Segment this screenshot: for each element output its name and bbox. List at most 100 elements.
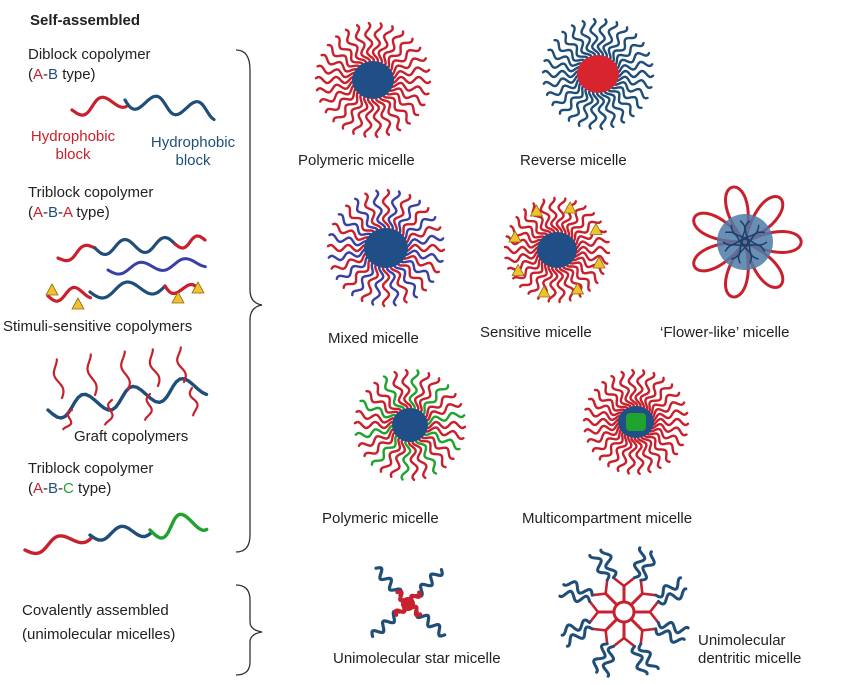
micelle-core: [577, 55, 619, 93]
micelle-chain: [567, 220, 602, 244]
micelle-chain: [504, 249, 545, 264]
micelle-chain: [385, 57, 427, 77]
triblock-a2: [173, 234, 207, 250]
micelle-chain: [640, 376, 665, 413]
micelle-chain: [601, 381, 630, 415]
covalent-label: Covalently assembled: [22, 602, 169, 619]
stimuli-b: [88, 280, 167, 300]
sensitive-micelle-caption: Sensitive micelle: [480, 324, 592, 341]
micelle-chain: [606, 33, 638, 65]
star-core: [401, 597, 415, 611]
micelle-chain: [547, 262, 559, 303]
star-arm: [415, 610, 447, 638]
micelle-chain: [611, 75, 653, 90]
inner-compartment: [626, 413, 646, 431]
micelle-chain: [393, 260, 418, 299]
micelle-chain: [419, 392, 457, 420]
micelle-core: [364, 228, 408, 268]
mixed-micelle-caption: Mixed micelle: [328, 330, 419, 347]
micelle-chain: [399, 225, 442, 245]
micelle-chain: [627, 368, 639, 412]
stimuli-label: Stimuli-sensitive copolymers: [3, 318, 193, 335]
micelle-chain: [376, 25, 395, 67]
micelle-chain: [616, 432, 634, 473]
micelle-chain: [512, 256, 547, 280]
copolymer-drawings: [23, 94, 216, 556]
abc-a-block: [23, 534, 93, 556]
dendrimer-chain: [656, 620, 690, 635]
micelle-chain: [599, 87, 616, 129]
micelle-chain: [355, 409, 399, 424]
polymeric-micelle-abc-caption: Polymeric micelle: [322, 510, 439, 527]
micelle-chain: [400, 436, 412, 481]
micelle-chain: [370, 262, 385, 306]
stimuli-chain-blue: [106, 257, 207, 276]
triblock-abc-label: Triblock copolymer: [28, 460, 154, 477]
dendrimer-branch: [639, 629, 644, 646]
micelle-chain: [595, 87, 607, 131]
dendrimer-branch: [604, 578, 609, 595]
micelle-chain: [396, 258, 427, 292]
star-micelle: [370, 566, 447, 638]
triblock-aba-label: Triblock copolymer: [28, 184, 154, 201]
mixed-micelle: [326, 188, 446, 308]
micelle-chain: [634, 369, 646, 412]
micelle-chain: [646, 409, 689, 423]
micelle-chain: [542, 73, 585, 88]
stimuli-marker: [570, 282, 585, 295]
micelle-chain: [385, 84, 426, 107]
micelle-chain: [344, 28, 368, 69]
triblock-aba-type-label: (A-B-A type): [28, 204, 110, 221]
micelle-chain: [586, 424, 627, 443]
graft-side-chain: [62, 408, 74, 431]
graft-side-chain: [104, 398, 114, 426]
stimuli-marker: [191, 281, 205, 294]
dendrimer-chain: [562, 580, 594, 597]
micelle-chain: [567, 85, 592, 122]
micelle-chain: [527, 260, 552, 295]
micelle-chain: [326, 43, 363, 73]
dendritic-micelle: [558, 546, 690, 678]
dendrimer-chain: [639, 550, 656, 582]
micelle-chain: [588, 397, 627, 419]
diblock-b-block: [123, 94, 216, 122]
graft-side-chain: [120, 350, 131, 392]
micelle-chain: [412, 372, 431, 414]
micelle-chain: [389, 436, 408, 478]
micelle-chain: [387, 190, 402, 234]
micelle-chain: [646, 417, 690, 427]
dendrimer-branch: [639, 578, 644, 595]
dendrimer-chain: [637, 642, 660, 671]
flower-micelle: [692, 185, 803, 299]
micelle-chain: [503, 245, 545, 255]
micelle-chain: [636, 432, 653, 474]
dendrimer-chain: [654, 627, 686, 644]
dendrimer-chain: [632, 546, 647, 580]
micelle-chain: [335, 255, 374, 280]
micelle-chain: [342, 258, 376, 289]
triblock-abc-type-label: (A-B-C type): [28, 480, 112, 497]
micelle-chain: [420, 403, 463, 423]
micelle-chain: [401, 368, 413, 414]
flower-micelle-caption: ‘Flower-like’ micelle: [660, 324, 790, 341]
micelle-chain: [642, 429, 671, 463]
dendrimer-chain: [592, 642, 609, 674]
micelle-chain: [331, 222, 373, 244]
micelle-chain: [354, 197, 379, 236]
micelle-chain: [398, 216, 437, 241]
micelle-chain: [577, 87, 595, 127]
micelle-chain: [646, 422, 688, 437]
triblock-b: [93, 235, 177, 257]
micelle-chain: [611, 69, 655, 79]
stimuli-a1: [46, 285, 93, 303]
micelle-chain: [360, 261, 382, 303]
micelle-chain: [386, 75, 432, 85]
dendrimer-branch: [629, 592, 644, 607]
micelle-chain: [644, 427, 679, 456]
dendrimer-chain: [601, 644, 616, 678]
micelle-chain: [364, 21, 376, 67]
dendrimer-branch: [588, 610, 600, 624]
micelle-chain: [400, 243, 446, 253]
micelle-chain: [567, 257, 599, 285]
